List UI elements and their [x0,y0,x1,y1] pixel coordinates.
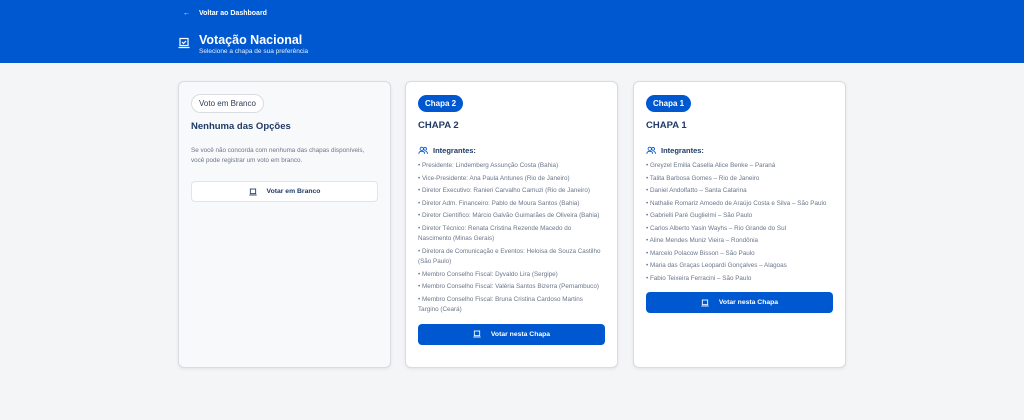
blank-vote-card: Voto em Branco Nenhuma das Opções Se voc… [178,81,391,368]
arrow-left-icon: ← [183,10,190,17]
slate-card-chapa-2: Chapa 2 CHAPA 2 Integrantes: • President… [405,81,618,368]
members-label: Integrantes: [661,146,704,155]
button-label: Votar nesta Chapa [490,330,551,338]
button-label: Votar nesta Chapa [718,299,779,306]
member-item: • Diretora de Comunicação e Eventos: Hel… [418,247,601,266]
member-item: • Diretor Executivo: Ranieri Carvalho Ca… [418,187,590,194]
vote-chapa-1-button[interactable]: Votar nesta Chapa [646,292,833,313]
vote-icon [701,299,709,306]
users-icon [646,146,656,154]
member-item: • Aline Mendes Muniz Vieira – Rondônia [646,237,759,244]
blank-vote-badge: Voto em Branco [191,94,264,113]
member-item: • Carlos Alberto Yasin Wayhs – Rio Grand… [646,224,786,232]
page-subtitle: Selecione a chapa de sua preferência [199,48,309,55]
vote-icon [248,188,257,195]
members-heading: Integrantes: [418,146,605,155]
member-item: • Fabio Teixeira Ferracini – São Paulo [646,274,752,282]
page-title: Votação Nacional [199,33,303,47]
vote-icon [178,37,190,49]
back-to-dashboard-link[interactable]: ← Voltar ao Dashboard [183,10,267,17]
member-item: • Maria das Graças Leopardi Gonçalves – … [646,262,787,269]
members-label: Integrantes: [433,146,476,155]
member-item: • Presidente: Lindemberg Assunção Costa … [418,162,559,169]
members-heading: Integrantes: [646,146,833,155]
member-item: • Gabrielli Paré Guglielmi – São Paulo [646,212,753,219]
member-item: • Nathalie Romariz Amoedo de Araújo Cost… [646,199,827,207]
member-item: • Greyzel Emilia Casella Alice Benke – P… [646,162,776,169]
member-item: • Vice-Presidente: Ana Paula Antunes (Ri… [418,174,570,182]
slate-card-chapa-1: Chapa 1 CHAPA 1 Integrantes: • Greyzel E… [633,81,846,368]
member-item: • Membro Conselho Fiscal: Valéria Santos… [418,283,599,290]
member-item: • Diretor Técnico: Renata Cristina Rezen… [418,224,572,243]
button-label: Votar em Branco [266,188,321,195]
member-item: • Diretor Científico: Márcio Galvão Guim… [418,212,600,219]
vote-blank-button[interactable]: Votar em Branco [191,181,378,202]
back-label: Voltar ao Dashboard [199,10,267,17]
member-item: • Marcelo Polacow Bisson – São Paulo [646,249,755,257]
member-item: • Membro Conselho Fiscal: Bruna Cristina… [418,295,583,314]
card-title: CHAPA 1 [646,120,687,131]
member-item: • Talita Barbosa Gomes – Rio de Janeiro [646,174,760,182]
member-item: • Daniel Andolfatto – Santa Catarina [646,187,747,194]
slate-badge: Chapa 2 [418,95,464,112]
member-item: • Diretor Adm. Financeiro: Pablo de Mour… [418,199,580,207]
header: ← Voltar ao Dashboard Votação Nacional S… [0,0,1024,63]
members-list: • Greyzel Emilia Casella Alice Benke – P… [646,161,833,284]
card-description: Se você não concorda com nenhuma das cha… [191,147,365,164]
users-icon [418,146,428,154]
slate-badge: Chapa 1 [646,95,692,112]
vote-icon [473,330,481,338]
member-item: • Membro Conselho Fiscal: Dyvaldo Lira (… [418,270,558,278]
vote-chapa-2-button[interactable]: Votar nesta Chapa [418,323,605,345]
card-title: CHAPA 2 [418,120,459,131]
members-list: • Presidente: Lindemberg Assunção Costa … [418,161,605,316]
card-title: Nenhuma das Opções [191,121,291,132]
